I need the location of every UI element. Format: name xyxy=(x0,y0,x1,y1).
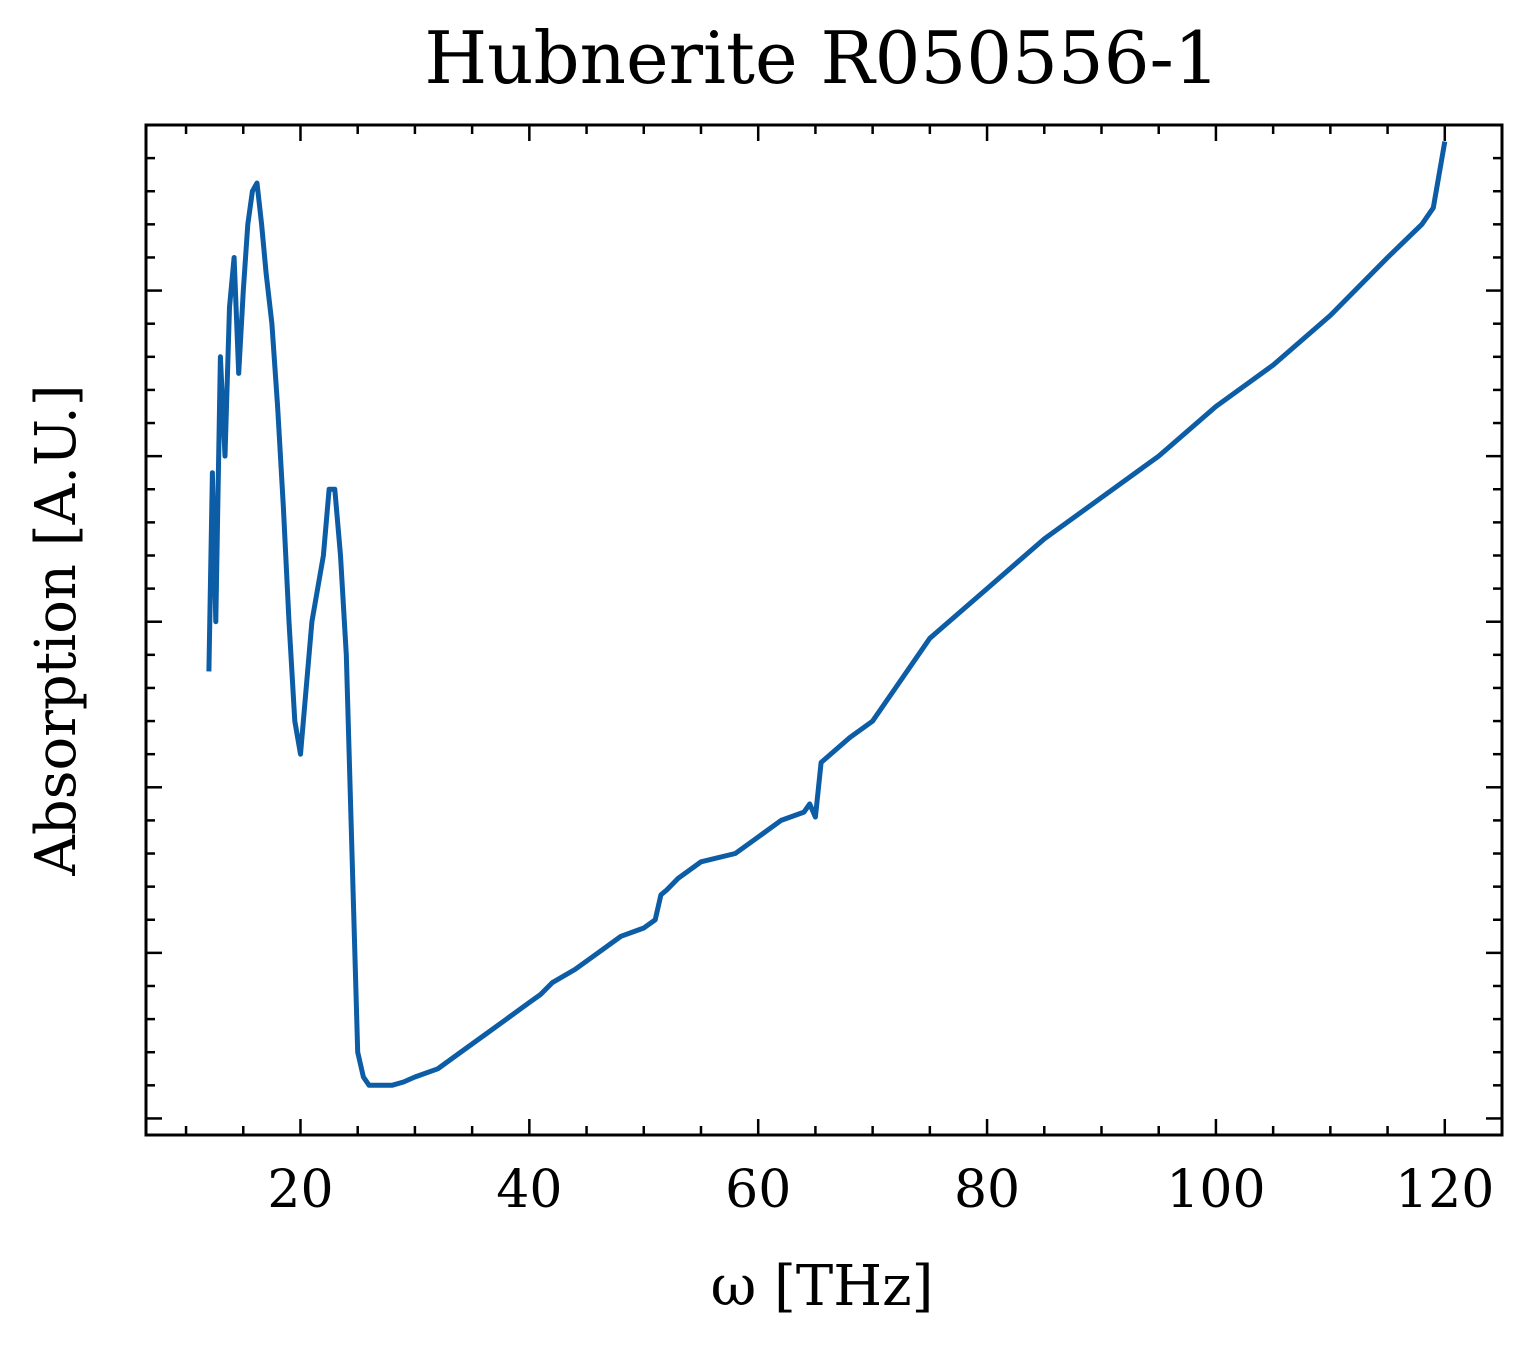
x-tick-label: 120 xyxy=(1395,1160,1494,1220)
x-tick-label: 100 xyxy=(1166,1160,1265,1220)
x-axis-label: ω [THz] xyxy=(711,1254,934,1319)
plot-area xyxy=(206,141,1448,1088)
series-line-0 xyxy=(206,141,1448,1088)
x-tick-label: 60 xyxy=(725,1160,791,1220)
x-tick-label: 20 xyxy=(267,1160,333,1220)
chart-title: Hubnerite R050556-1 xyxy=(424,16,1219,100)
axis-ticks: 20 40 60 80 100 120 xyxy=(146,125,1504,1220)
y-axis-label: Absorption [A.U.] xyxy=(24,384,89,876)
x-tick-label: 80 xyxy=(954,1160,1020,1220)
x-tick-label: 40 xyxy=(496,1160,562,1220)
plot-frame xyxy=(144,123,1504,1137)
